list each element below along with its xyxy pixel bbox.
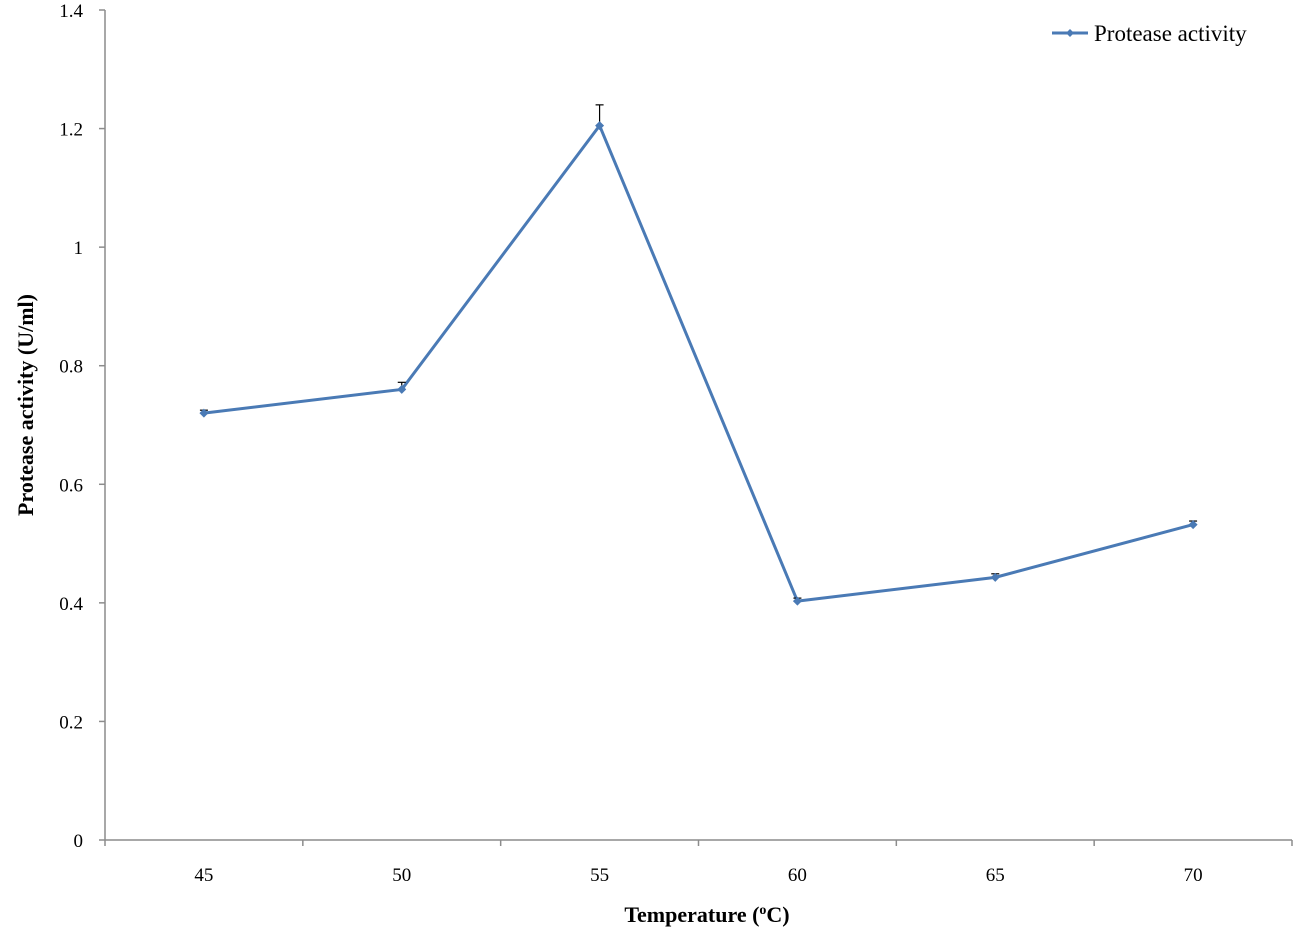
y-tick-label: 0.2: [59, 712, 83, 733]
x-tick-label: 55: [590, 865, 609, 886]
axes: [99, 9, 1293, 846]
x-tick-label: 60: [788, 865, 807, 886]
y-tick-label: 0: [74, 831, 84, 852]
series-line: [203, 124, 1194, 603]
legend: Protease activity: [1052, 21, 1247, 46]
y-tick-label: 0.4: [59, 594, 83, 615]
data-point-marker: [990, 572, 1000, 582]
x-tick-label: 65: [986, 865, 1005, 886]
data-point-marker: [397, 384, 407, 394]
legend-label: Protease activity: [1094, 21, 1247, 46]
data-point-marker: [792, 596, 802, 606]
y-tick-label: 0.6: [59, 475, 83, 496]
y-tick-label: 1: [74, 238, 84, 259]
y-tick-label: 1.4: [59, 1, 83, 22]
data-point-marker: [1188, 520, 1198, 530]
y-tick-label: 1.2: [59, 120, 83, 141]
x-tick-label: 70: [1184, 865, 1203, 886]
tick-labels: 0 0.2 0.4 0.6 0.8 1 1.2 1.4 45 50 55 60 65 70: [59, 1, 1202, 886]
series-protease-activity: [199, 104, 1198, 606]
y-axis-title: Protease activity (U/ml): [13, 294, 38, 516]
x-tick-label: 50: [392, 865, 411, 886]
data-point-marker: [199, 408, 209, 418]
data-point-marker: [595, 121, 605, 131]
x-tick-label: 45: [194, 865, 213, 886]
y-tick-label: 0.8: [59, 357, 83, 378]
x-axis-title: Temperature (oC): [624, 902, 789, 927]
legend-marker: [1066, 29, 1074, 37]
